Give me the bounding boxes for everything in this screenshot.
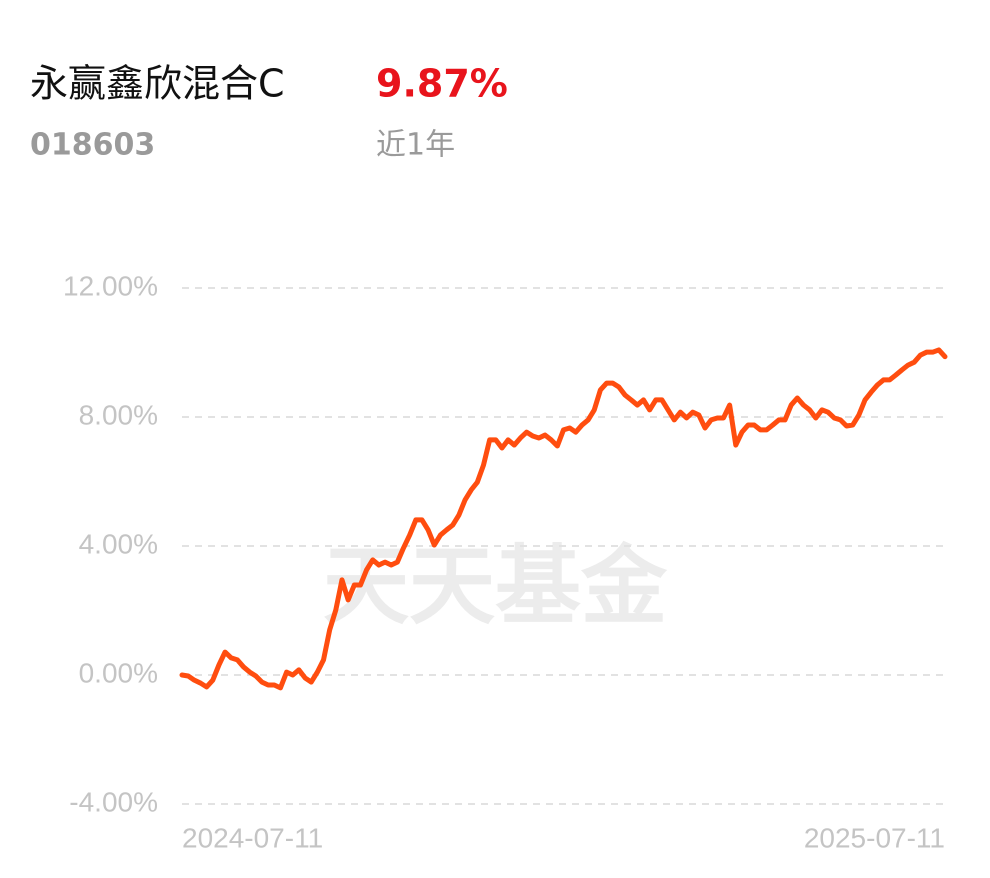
y-tick-label: 0.00% — [79, 657, 158, 688]
period: 近1年 — [376, 128, 455, 163]
y-tick-label: 12.00% — [63, 270, 158, 301]
y-tick-label: 4.00% — [79, 528, 158, 559]
watermark: 天天基金 — [323, 536, 668, 636]
fund-code: 018603 — [30, 128, 155, 163]
fund-name: 永赢鑫欣混合C — [30, 62, 285, 106]
series-line — [179, 347, 948, 691]
y-tick-label: -4.00% — [69, 786, 158, 817]
return: 9.87% — [376, 62, 508, 106]
x-tick-label: 2025-07-11 — [804, 822, 945, 853]
x-tick-label: 2024-07-11 — [182, 822, 323, 853]
y-tick-label: 8.00% — [79, 399, 158, 430]
